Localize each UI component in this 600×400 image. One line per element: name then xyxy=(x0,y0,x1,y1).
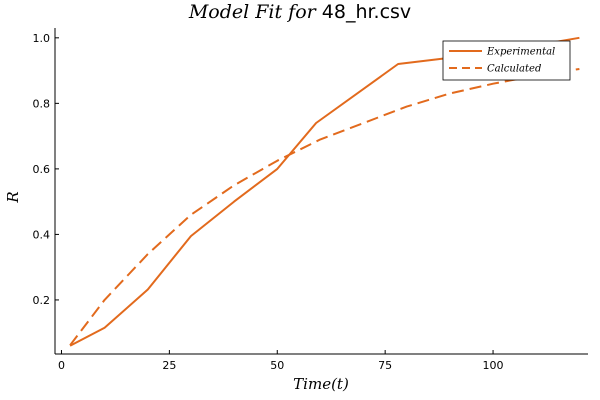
x-tick-label: 0 xyxy=(58,359,65,372)
legend: Experimental Calculated xyxy=(442,40,571,81)
legend-label-calculated: Calculated xyxy=(487,64,541,75)
chart-title-filename: 48_hr.csv xyxy=(322,1,411,23)
series-line-experimental xyxy=(69,36,580,347)
x-tick-label: 25 xyxy=(162,359,176,372)
x-tick-label: 100 xyxy=(483,359,504,372)
x-tick-label: 50 xyxy=(270,359,284,372)
legend-box xyxy=(442,40,571,81)
series-line-calculated xyxy=(69,68,580,346)
x-axis-label: Time(t) xyxy=(293,375,349,393)
y-tick-label: 0.2 xyxy=(33,294,51,307)
axes-group: 0 25 50 75 100 0.2 0.4 0.6 0.8 1.0 xyxy=(33,28,588,372)
x-tick-label: 75 xyxy=(378,359,392,372)
y-tick-label: 0.6 xyxy=(33,163,51,176)
chart-title: Model Fit for 48_hr.csv xyxy=(188,1,411,23)
y-tick-label: 1.0 xyxy=(33,32,51,45)
series-group xyxy=(69,36,580,347)
y-tick-label: 0.4 xyxy=(33,228,51,241)
legend-label-experimental: Experimental xyxy=(486,47,555,58)
y-axis-label: R xyxy=(4,191,22,203)
y-tick-label: 0.8 xyxy=(33,97,51,110)
chart-title-prefix: Model Fit for xyxy=(188,1,322,23)
